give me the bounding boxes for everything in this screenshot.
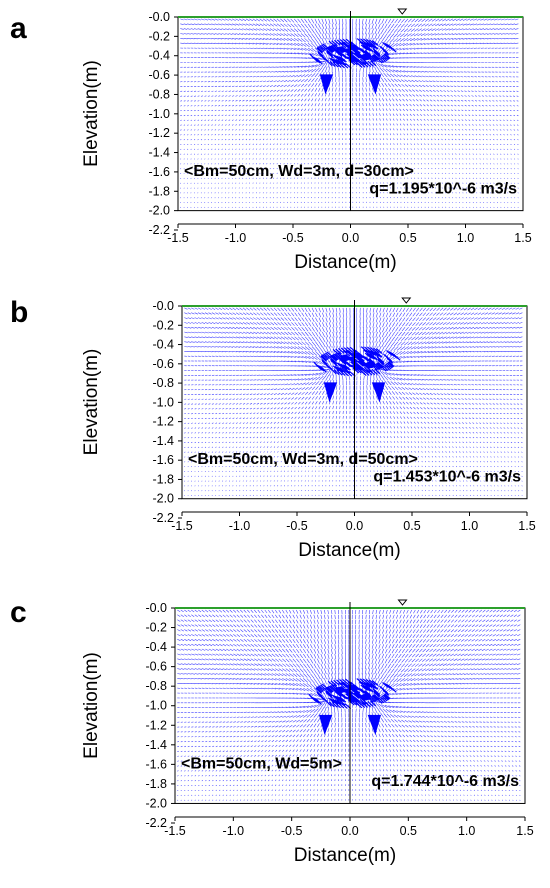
right-flow-arrow <box>367 714 382 735</box>
flow-rate-annotation: q=1.453*10^-6 m3/s <box>373 468 521 485</box>
x-tick-label: 1.5 <box>518 519 535 533</box>
flow-rate-annotation: q=1.195*10^-6 m3/s <box>369 180 517 197</box>
x-axis-label: Distance(m) <box>298 540 400 561</box>
y-tick-label: -1.0 <box>148 107 170 121</box>
y-tick-label: -1.6 <box>145 757 167 771</box>
y-tick-label: -1.2 <box>148 126 170 140</box>
y-tick-label: -0.6 <box>148 68 170 82</box>
x-tick-label: 0.0 <box>342 231 359 245</box>
x-tick-label: -1.0 <box>229 519 251 533</box>
x-tick-label: 0.5 <box>400 824 417 838</box>
y-tick-label: -0.0 <box>145 601 167 615</box>
y-tick-label: -0.8 <box>152 376 174 390</box>
x-tick-label: -1.0 <box>223 824 245 838</box>
y-tick-label: -1.8 <box>148 184 170 198</box>
y-tick-label: -2.0 <box>152 492 174 506</box>
y-tick-label: -0.8 <box>148 87 170 101</box>
water-table-marker <box>401 297 412 304</box>
x-tick-label: -1.0 <box>225 231 247 245</box>
x-tick-label: 0.5 <box>403 519 420 533</box>
y-tick-label: -1.0 <box>145 699 167 713</box>
x-tick-label: 0.0 <box>341 824 358 838</box>
y-tick-label: -1.6 <box>148 165 170 179</box>
y-tick-label: -1.4 <box>152 434 174 448</box>
y-tick-label: -0.4 <box>152 338 174 352</box>
chart-panel-c: c -0.0 -0.2 -0.4 -0.6 -0.8 -1.0 -1.2 -1.4 -1.6 -1.… <box>10 596 534 866</box>
vector-field <box>184 307 523 497</box>
y-tick-label: -2.2 <box>152 511 174 525</box>
y-axis-label: Elevation(m) <box>81 652 102 759</box>
y-axis-label: Elevation(m) <box>81 60 102 167</box>
y-tick-label: -1.2 <box>145 718 167 732</box>
x-tick-label: 1.0 <box>458 824 475 838</box>
y-tick-label: -0.2 <box>148 29 170 43</box>
x-tick-label: -1.5 <box>164 824 186 838</box>
y-tick-label: -1.6 <box>152 453 174 467</box>
x-tick-label: 1.5 <box>514 231 531 245</box>
x-axis-label: Distance(m) <box>294 252 396 273</box>
chart-panel-a: a -0.0 -0.2 -0.4 -0.6 -0.8 -1.0 -1.2 -1.4 -1.6 -1.… <box>10 8 532 273</box>
y-tick-label: -0.4 <box>145 640 167 654</box>
chart-panel-b: b -0.0 -0.2 -0.4 -0.6 -0.8 -1.0 -1.2 -1.4 -1.6 -1.… <box>10 296 536 561</box>
panel-letter: a <box>10 12 27 45</box>
y-tick-label: -1.2 <box>152 415 174 429</box>
flow-vectors <box>184 307 523 497</box>
panel-letter: b <box>10 296 28 329</box>
y-tick-label: -0.0 <box>148 10 170 24</box>
left-flow-arrow <box>319 74 334 95</box>
y-axis-label: Elevation(m) <box>81 349 102 456</box>
x-tick-label: -1.5 <box>167 231 189 245</box>
parameter-annotation: <Bm=50cm, Wd=3m, d=30cm> <box>184 163 414 180</box>
parameter-annotation: <Bm=50cm, Wd=3m, d=50cm> <box>188 451 418 468</box>
y-tick-label: -1.4 <box>145 738 167 752</box>
x-tick-label: -0.5 <box>286 519 308 533</box>
y-tick-label: -0.2 <box>152 318 174 332</box>
y-tick-label: -2.0 <box>148 204 170 218</box>
parameter-annotation: <Bm=50cm, Wd=5m> <box>181 755 342 772</box>
y-tick-label: -0.2 <box>145 621 167 635</box>
x-axis-label: Distance(m) <box>294 845 396 866</box>
panel-letter: c <box>10 596 27 629</box>
y-tick-label: -1.0 <box>152 395 174 409</box>
right-flow-arrow <box>367 74 382 95</box>
water-table-marker <box>397 599 408 606</box>
x-tick-label: 0.0 <box>346 519 363 533</box>
y-tick-label: -2.2 <box>145 816 167 830</box>
y-tick-label: -1.8 <box>152 472 174 486</box>
y-tick-label: -0.8 <box>145 679 167 693</box>
y-tick-label: -1.8 <box>145 777 167 791</box>
x-tick-label: 1.5 <box>516 824 533 838</box>
flow-vectors <box>177 609 521 801</box>
water-table-marker <box>397 8 408 15</box>
left-flow-arrow <box>318 714 333 735</box>
left-flow-arrow <box>323 382 338 403</box>
y-tick-label: -1.4 <box>148 146 170 160</box>
x-tick-label: 0.5 <box>399 231 416 245</box>
y-tick-label: -0.4 <box>148 49 170 63</box>
flow-rate-annotation: q=1.744*10^-6 m3/s <box>371 773 519 790</box>
x-tick-label: -1.5 <box>171 519 193 533</box>
right-flow-arrow <box>371 382 386 403</box>
x-tick-label: -0.5 <box>282 231 304 245</box>
y-tick-label: -0.6 <box>152 357 174 371</box>
x-tick-label: 1.0 <box>457 231 474 245</box>
y-tick-label: -2.0 <box>145 796 167 810</box>
x-tick-label: 1.0 <box>461 519 478 533</box>
vector-field <box>180 18 519 208</box>
y-tick-label: -0.0 <box>152 299 174 313</box>
y-tick-label: -2.2 <box>148 223 170 237</box>
y-tick-label: -0.6 <box>145 660 167 674</box>
x-tick-label: -0.5 <box>281 824 303 838</box>
